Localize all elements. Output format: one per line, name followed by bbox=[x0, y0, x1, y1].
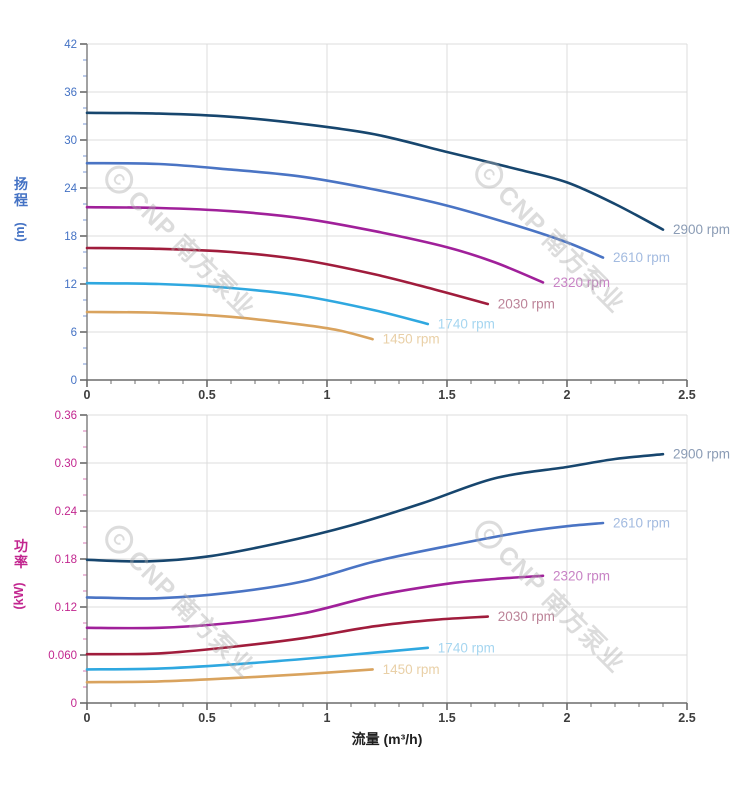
curve-2030rpm bbox=[85, 246, 490, 306]
x-tick-label: 2.5 bbox=[678, 388, 695, 402]
y-tick-label: 0.30 bbox=[55, 458, 77, 470]
curve-label-2320rpm: 2320 rpm bbox=[553, 568, 610, 583]
x-tick-label: 1 bbox=[324, 388, 331, 402]
y-tick-label: 30 bbox=[64, 135, 77, 147]
x-tick-label: 0 bbox=[84, 711, 91, 725]
y-tick-label: 0 bbox=[71, 698, 77, 710]
y-tick-label: 24 bbox=[64, 183, 77, 195]
y-tick-label: 0 bbox=[71, 375, 77, 387]
curve-2610rpm bbox=[85, 161, 605, 259]
x-tick-label: 2 bbox=[564, 711, 571, 725]
curve-label-1450rpm: 1450 rpm bbox=[383, 662, 440, 677]
y-tick-label: 0.060 bbox=[48, 650, 77, 662]
x-tick-label: 1 bbox=[324, 711, 331, 725]
x-tick-label: 0 bbox=[84, 388, 91, 402]
curve-1740rpm bbox=[85, 281, 430, 326]
y-tick-label: 6 bbox=[71, 327, 77, 339]
curve-2610rpm bbox=[85, 521, 605, 600]
curve-label-2030rpm: 2030 rpm bbox=[498, 297, 555, 312]
x-tick-label: 0.5 bbox=[198, 711, 215, 725]
curve-1450rpm bbox=[85, 668, 374, 684]
x-tick-label: 0.5 bbox=[198, 388, 215, 402]
curve-1450rpm bbox=[85, 310, 374, 341]
curve-1740rpm bbox=[85, 646, 430, 671]
curve-label-2900rpm: 2900 rpm bbox=[673, 222, 730, 237]
x-tick-label: 1.5 bbox=[438, 711, 455, 725]
curve-label-2900rpm: 2900 rpm bbox=[673, 447, 730, 462]
head-axis-unit: (m) bbox=[13, 222, 27, 242]
curve-label-2610rpm: 2610 rpm bbox=[613, 516, 670, 531]
flow-axis-title: 流量 (m³/h) bbox=[351, 731, 423, 747]
curve-2900rpm bbox=[85, 452, 665, 563]
y-tick-label: 0.12 bbox=[55, 602, 77, 614]
y-tick-label: 18 bbox=[64, 231, 77, 243]
curve-label-1450rpm: 1450 rpm bbox=[383, 332, 440, 347]
curve-label-2610rpm: 2610 rpm bbox=[613, 250, 670, 265]
curve-label-1740rpm: 1740 rpm bbox=[438, 640, 495, 655]
y-tick-label: 0.18 bbox=[55, 554, 77, 566]
x-tick-label: 2 bbox=[564, 388, 571, 402]
curve-2900rpm bbox=[85, 111, 665, 231]
power-axis-title: 功率 bbox=[14, 538, 28, 570]
curve-2320rpm bbox=[85, 205, 545, 284]
power-chart: 0 0.060 0.12 0.18 0.24 0.30 0.36 0 0.5 1 1.5 2 2.5 29… bbox=[48, 410, 730, 725]
y-tick-label: 36 bbox=[64, 87, 77, 99]
head-axis-title: 扬程 bbox=[14, 176, 28, 208]
x-tick-label: 1.5 bbox=[438, 388, 455, 402]
power-axis-unit: (kW) bbox=[12, 582, 26, 610]
curve-label-2030rpm: 2030 rpm bbox=[498, 609, 555, 624]
y-tick-label: 42 bbox=[64, 39, 77, 51]
curve-2320rpm bbox=[85, 574, 545, 630]
y-tick-label: 0.24 bbox=[55, 506, 78, 518]
x-tick-label: 2.5 bbox=[678, 711, 695, 725]
curve-2030rpm bbox=[85, 615, 490, 656]
y-tick-label: 0.36 bbox=[55, 410, 77, 422]
y-tick-label: 12 bbox=[64, 279, 77, 291]
curve-label-2320rpm: 2320 rpm bbox=[553, 275, 610, 290]
curve-label-1740rpm: 1740 rpm bbox=[438, 317, 495, 332]
